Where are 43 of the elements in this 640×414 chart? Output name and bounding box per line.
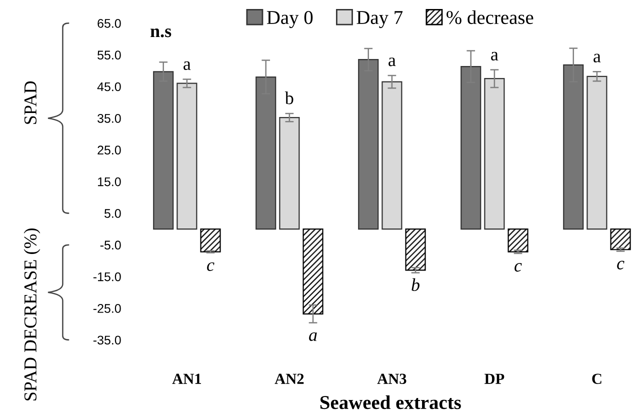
y-tick-label: 15.0 (98, 177, 121, 186)
x-tick-label: AN2 (274, 374, 304, 384)
annotation: a (388, 58, 396, 66)
annotation: n.s (150, 28, 172, 38)
x-tick-label: C (592, 374, 602, 384)
annotation: c (207, 262, 214, 272)
legend-label: % decrease (446, 10, 534, 24)
x-axis-title: Seaweed extracts (320, 395, 461, 410)
y-tick-label: -15.0 (93, 272, 121, 282)
legend-label: Day 0 (266, 10, 313, 28)
x-tick-label: AN3 (377, 374, 406, 384)
annotation: b (284, 92, 294, 104)
annotation: b (412, 278, 420, 292)
y-tick-label: 65.0 (98, 18, 121, 28)
bar (176, 82, 198, 230)
y-tick-label: -25.0 (93, 304, 121, 313)
annotation: a (309, 332, 317, 342)
bar (279, 117, 300, 230)
annotation: c (617, 260, 624, 270)
y-tick-label: 25.0 (98, 146, 121, 155)
legend-label: Day 7 (356, 11, 403, 28)
annotation: c (514, 263, 522, 272)
y-tick-label: -5.0 (100, 240, 121, 250)
y-tick-label: -35.0 (93, 336, 121, 345)
y-axis-title: SPAD (24, 81, 37, 124)
bar (382, 81, 402, 230)
annotation: a (491, 52, 498, 61)
annotation: a (184, 61, 191, 70)
x-tick-label: AN1 (172, 374, 201, 384)
text: SPAD DECREASE (%) (24, 228, 40, 400)
bar (302, 228, 324, 314)
y-tick-label: 55.0 (98, 50, 121, 60)
bar (200, 228, 221, 252)
y-tick-label: 5.0 (104, 209, 121, 218)
y-tick-label: 45.0 (97, 82, 121, 92)
bar (508, 228, 528, 252)
bar (610, 228, 631, 250)
bar (405, 228, 426, 271)
annotation: a (594, 54, 601, 62)
bar (484, 78, 505, 230)
x-tick-label: DP (484, 374, 504, 384)
y-tick-label: 35.0 (98, 114, 121, 123)
bar (586, 76, 608, 230)
